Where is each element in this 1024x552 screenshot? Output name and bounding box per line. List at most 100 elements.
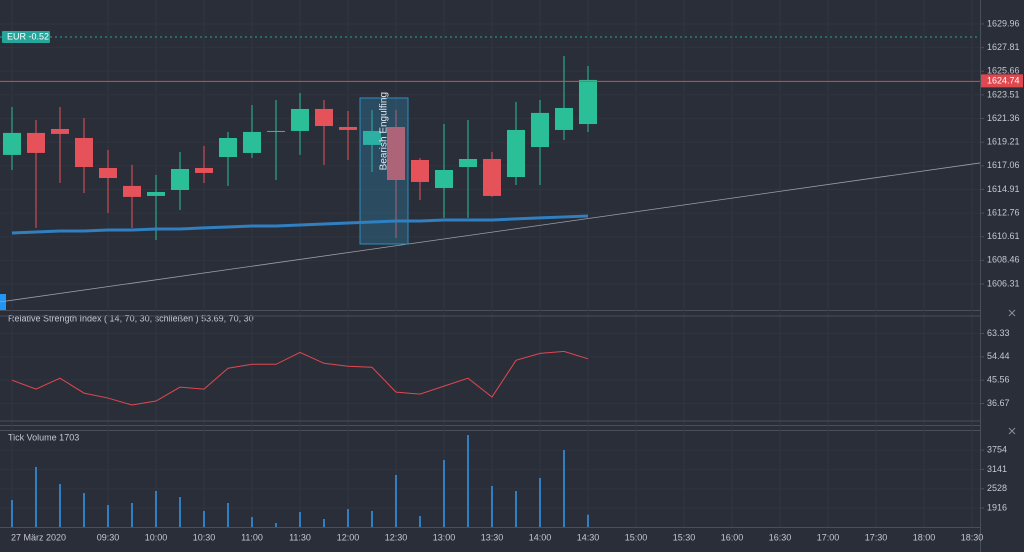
candle-body — [219, 137, 237, 158]
x-tick-label: 17:00 — [817, 532, 840, 542]
candle-body — [243, 131, 261, 153]
x-tick-label: 11:00 — [241, 532, 263, 542]
x-tick-label: 10:30 — [193, 532, 216, 542]
volume-bar — [563, 449, 565, 527]
x-tick-label: 27 März 2020 — [11, 532, 66, 542]
y-tick-label: 3754 — [987, 444, 1007, 454]
candle-body — [123, 185, 141, 197]
volume-bar — [251, 517, 253, 527]
candle-body — [507, 129, 525, 178]
volume-bar — [179, 497, 181, 527]
candle-body — [483, 158, 501, 196]
candle-body — [99, 168, 117, 179]
volume-bar — [539, 477, 541, 527]
y-tick-label: 1608.46 — [987, 255, 1020, 265]
rsi-title: Relative Strength Index ( 14, 70, 30, sc… — [8, 313, 254, 323]
volume-bar — [131, 503, 133, 527]
y-tick-label: 3141 — [987, 464, 1007, 474]
position-tag — [2, 30, 50, 43]
volume-bar — [419, 516, 421, 527]
candle-body — [147, 191, 165, 196]
candle-body — [27, 132, 45, 153]
candle-body — [75, 137, 93, 168]
candle-body — [3, 132, 21, 155]
y-tick-label: 1619.21 — [987, 137, 1020, 147]
y-tick-label: 63.33 — [987, 328, 1010, 338]
candle-body — [315, 108, 333, 127]
pattern-label: Bearish Engulfing — [379, 92, 390, 170]
candle-body — [411, 159, 429, 182]
candle-body — [459, 158, 477, 168]
y-tick-label: 1625.66 — [987, 66, 1020, 76]
volume-bar — [299, 512, 301, 527]
volume-bar — [395, 475, 397, 527]
y-tick-label: 1610.61 — [987, 231, 1020, 241]
x-tick-label: 12:30 — [385, 532, 408, 542]
volume-bar — [227, 503, 229, 527]
y-tick-label: 36.67 — [987, 398, 1010, 408]
price-tag — [981, 74, 1023, 88]
candle-body — [171, 168, 189, 190]
scroll-handle[interactable] — [0, 294, 6, 310]
x-tick-label: 10:00 — [145, 532, 168, 542]
x-tick-label: 17:30 — [865, 532, 888, 542]
candle-body — [531, 112, 549, 148]
x-tick-label: 09:30 — [97, 532, 120, 542]
candle-body — [435, 169, 453, 189]
y-tick-label: 1627.81 — [987, 42, 1020, 52]
x-tick-label: 13:00 — [433, 532, 456, 542]
y-tick-label: 45.56 — [987, 375, 1010, 385]
rsi-line — [11, 350, 589, 406]
x-tick-label: 18:30 — [961, 532, 984, 542]
y-tick-label: 2528 — [987, 483, 1007, 493]
candle-body — [267, 130, 285, 132]
moving-average — [11, 214, 589, 235]
y-tick-label: 54.44 — [987, 351, 1010, 361]
volume-bar — [587, 514, 589, 527]
y-tick-label: 1916 — [987, 502, 1007, 512]
y-tick-label: 1614.91 — [987, 184, 1020, 194]
x-tick-label: 12:00 — [337, 532, 360, 542]
volume-bar — [203, 511, 205, 527]
x-tick-label: 16:00 — [721, 532, 744, 542]
candle-body — [387, 126, 405, 180]
volume-bar — [347, 509, 349, 527]
x-tick-label: 11:30 — [289, 532, 311, 542]
volume-bar — [11, 500, 13, 527]
x-tick-label: 18:00 — [913, 532, 936, 542]
x-tick-label: 16:30 — [769, 532, 792, 542]
candle-body — [555, 107, 573, 130]
volume-bar — [371, 511, 373, 527]
x-tick-label: 13:30 — [481, 532, 504, 542]
price-label: 1624.74 — [987, 76, 1020, 86]
position-label: EUR -0.52 — [7, 31, 49, 41]
volume-bar — [491, 485, 493, 527]
volume-bar — [83, 493, 85, 527]
y-tick-label: 1621.36 — [987, 113, 1020, 123]
volume-bar — [107, 505, 109, 527]
candle-body — [363, 130, 381, 145]
volume-bar — [323, 519, 325, 527]
x-tick-label: 15:30 — [673, 532, 696, 542]
candle-body — [195, 168, 213, 173]
close-volume[interactable] — [1008, 427, 1016, 435]
y-tick-label: 1629.96 — [987, 18, 1020, 28]
volume-bar — [515, 491, 517, 527]
x-tick-label: 15:00 — [625, 532, 648, 542]
volume-bar — [467, 435, 469, 527]
volume-bar — [59, 484, 61, 527]
volume-bar — [35, 467, 37, 527]
x-tick-label: 14:30 — [577, 532, 600, 542]
trend-line — [0, 162, 981, 303]
volume-bar — [443, 460, 445, 527]
y-tick-label: 1617.06 — [987, 160, 1020, 170]
close-rsi[interactable] — [1008, 309, 1016, 317]
y-tick-label: 1606.31 — [987, 278, 1020, 288]
volume-bar — [155, 491, 157, 527]
candle-body — [339, 126, 357, 130]
candle-body — [579, 79, 597, 125]
x-tick-label: 14:00 — [529, 532, 552, 542]
candle-body — [291, 108, 309, 131]
